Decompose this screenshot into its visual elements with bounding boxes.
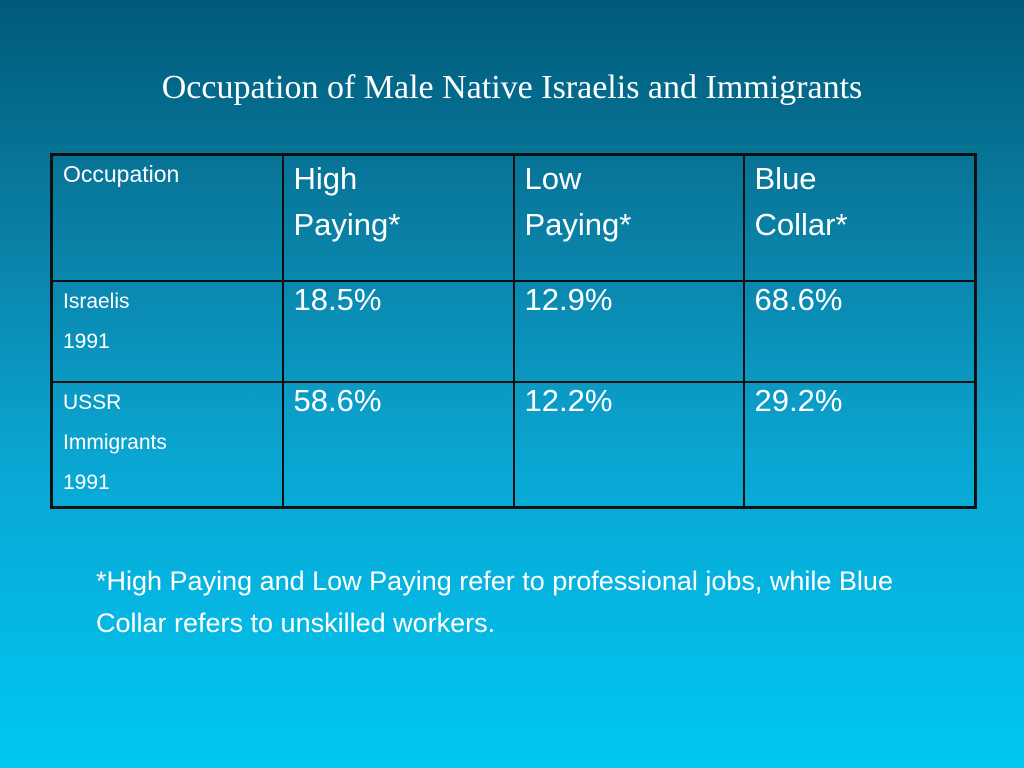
occupation-table: Occupation High Paying* Low Paying* Blue…	[50, 153, 977, 509]
row-label-israelis: Israelis 1991	[50, 279, 284, 383]
cell-israelis-low-paying: 12.9%	[512, 279, 745, 383]
header-occupation: Occupation	[50, 153, 284, 282]
header-low-paying-line-1: Low	[524, 161, 582, 196]
row-label-line: 1991	[63, 470, 110, 494]
cell-israelis-high-paying: 18.5%	[281, 279, 515, 383]
footnote: *High Paying and Low Paying refer to pro…	[96, 566, 893, 638]
table-header-row: Occupation High Paying* Low Paying* Blue…	[50, 153, 977, 282]
header-high-paying-line-1: High	[293, 161, 358, 196]
table-row-ussr-immigrants: USSR Immigrants 1991 58.6% 12.2% 29.2%	[50, 380, 977, 509]
header-blue-collar-line-1: Blue	[754, 161, 817, 196]
header-blue-collar-line-2: Collar*	[754, 207, 848, 242]
row-label-line: USSR	[63, 390, 122, 414]
row-label-line: 1991	[63, 329, 110, 353]
cell-ussr-low-paying: 12.2%	[512, 380, 745, 509]
row-label-line: Immigrants	[63, 430, 167, 454]
header-low-paying: Low Paying*	[512, 153, 745, 282]
header-low-paying-line-2: Paying*	[524, 207, 632, 242]
cell-ussr-high-paying: 58.6%	[281, 380, 515, 509]
row-label-ussr-immigrants: USSR Immigrants 1991	[50, 380, 284, 509]
table-row-israelis: Israelis 1991 18.5% 12.9% 68.6%	[50, 279, 977, 383]
cell-israelis-blue-collar: 68.6%	[742, 279, 977, 383]
slide-title: Occupation of Male Native Israelis and I…	[161, 69, 863, 106]
header-high-paying-line-2: Paying*	[293, 207, 401, 242]
header-blue-collar: Blue Collar*	[742, 153, 977, 282]
header-high-paying: High Paying*	[281, 153, 515, 282]
row-label-line: Israelis	[63, 289, 130, 313]
cell-ussr-blue-collar: 29.2%	[742, 380, 977, 509]
